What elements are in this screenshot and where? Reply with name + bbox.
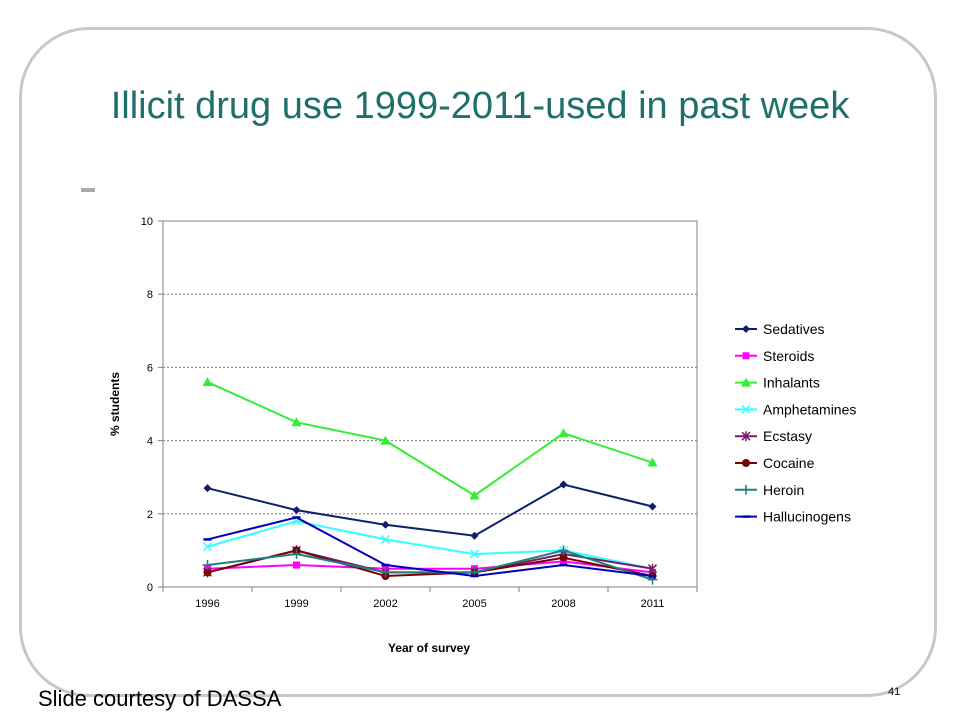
data-point-sedatives (381, 520, 390, 529)
series-inhalants (202, 377, 658, 500)
series-line-sedatives (207, 483, 653, 537)
data-point-cocaine (203, 568, 212, 577)
data-point-sedatives (559, 480, 568, 489)
legend-marker (741, 404, 751, 414)
gridlines (163, 293, 697, 515)
data-point-amphetamines (202, 542, 213, 552)
data-point-inhalants (380, 435, 391, 445)
series-lines (202, 377, 658, 585)
series-line-amphetamines (207, 520, 653, 570)
data-point-heroin (202, 560, 213, 571)
data-point-cocaine (559, 553, 568, 562)
legend-item-inhalants: Inhalants (735, 375, 820, 391)
slide-title: Illicit drug use 1999-2011-used in past … (110, 85, 850, 127)
y-tick-label: 8 (147, 289, 153, 301)
x-tick-label: 2008 (551, 598, 575, 610)
legend-label: Steroids (763, 348, 814, 364)
x-tick-label: 2011 (641, 598, 665, 610)
series-line-cocaine (207, 549, 653, 578)
legend-label: Inhalants (763, 375, 820, 391)
data-point-amphetamines (380, 534, 391, 544)
page-number: 41 (888, 686, 901, 698)
legend-item-hallucinogens: Hallucinogens (735, 509, 851, 525)
slide-credit: Slide courtesy of DASSA (38, 686, 282, 711)
legend-label: Ecstasy (763, 428, 812, 444)
data-point-sedatives (470, 531, 479, 540)
y-tick-label: 0 (147, 582, 153, 594)
legend-label: Amphetamines (763, 401, 856, 417)
y-tick-label: 10 (141, 216, 153, 228)
axes: 0 2 4 6 8 10 1996 1999 2002 2005 2008 2011 (141, 216, 698, 610)
series-line-hallucinogens (207, 516, 653, 578)
legend-marker (741, 484, 751, 495)
legend: Sedatives Steroids Inhalants Amphetamines Ec… (735, 321, 856, 525)
series-sedatives (203, 480, 657, 540)
legend-label: Cocaine (763, 455, 815, 471)
x-tick-label: 1996 (195, 598, 219, 610)
data-point-heroin (558, 545, 569, 556)
data-point-inhalants (469, 490, 480, 500)
data-point-sedatives (292, 506, 301, 515)
series-line-steroids (207, 560, 653, 574)
legend-marker (741, 377, 751, 387)
legend-marker (742, 352, 750, 360)
y-tick-label: 6 (147, 362, 153, 374)
series-hallucinogens (203, 516, 657, 578)
data-point-heroin (291, 549, 302, 560)
legend-label: Hallucinogens (763, 509, 851, 525)
legend-item-steroids: Steroids (735, 348, 814, 364)
data-point-steroids (293, 561, 300, 569)
legend-marker (741, 431, 751, 442)
y-tick-label: 4 (147, 436, 153, 448)
data-point-inhalants (558, 428, 569, 438)
y-tick-label: 2 (147, 509, 153, 521)
y-axis-title: % students (108, 372, 122, 436)
x-tick-label: 2002 (373, 598, 397, 610)
legend-label: Sedatives (763, 321, 824, 337)
legend-marker (742, 325, 750, 333)
data-point-sedatives (203, 484, 212, 493)
series-line-heroin (207, 549, 653, 581)
series-line-inhalants (207, 381, 653, 497)
series-cocaine (203, 546, 657, 581)
x-tick-label: 1999 (284, 598, 308, 610)
legend-item-sedatives: Sedatives (735, 321, 824, 337)
legend-item-amphetamines: Amphetamines (735, 401, 856, 417)
legend-item-ecstasy: Ecstasy (735, 428, 812, 444)
data-point-heroin (380, 567, 391, 578)
plot-area (162, 220, 698, 588)
data-point-amphetamines (469, 549, 480, 559)
legend-marker (742, 459, 750, 467)
slide-frame (19, 27, 937, 697)
data-point-inhalants (202, 377, 213, 387)
x-axis-title: Year of survey (388, 641, 470, 655)
x-tick-label: 2005 (462, 598, 486, 610)
data-point-inhalants (291, 417, 302, 427)
data-point-sedatives (648, 502, 657, 511)
legend-item-cocaine: Cocaine (735, 455, 815, 471)
legend-item-heroin: Heroin (735, 482, 804, 498)
data-point-inhalants (647, 457, 658, 467)
legend-label: Heroin (763, 482, 804, 498)
bullet-dash (81, 188, 95, 192)
